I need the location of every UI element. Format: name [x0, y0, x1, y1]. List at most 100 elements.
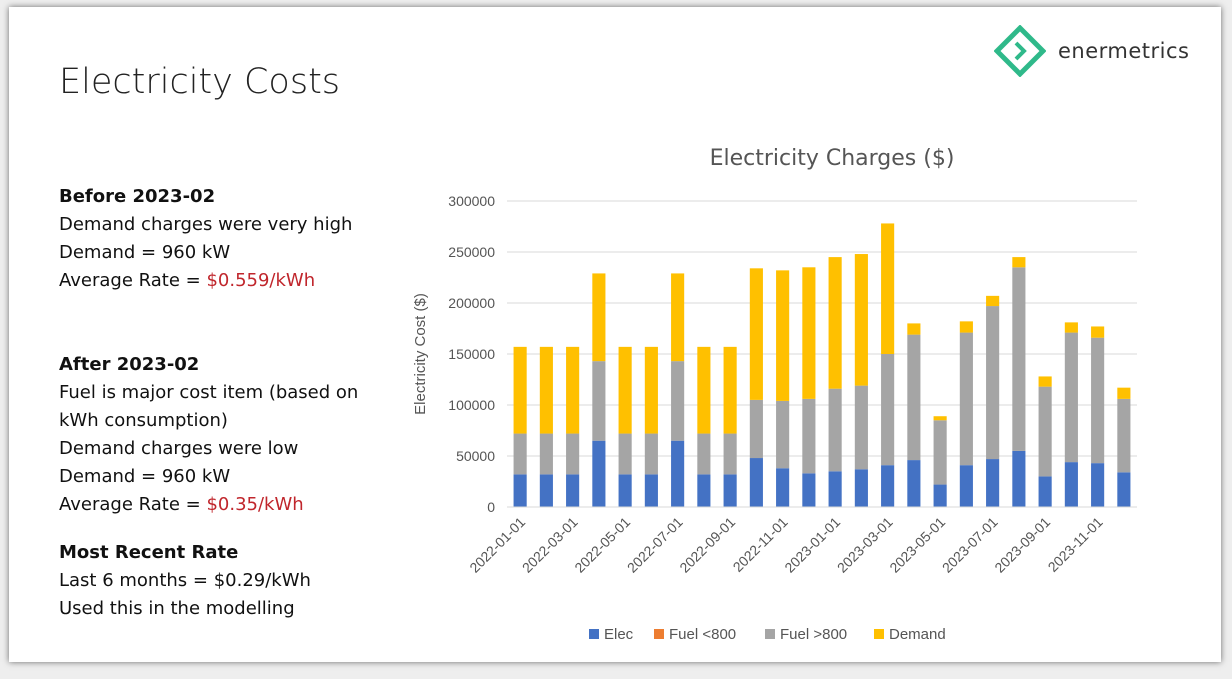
after-rate-prefix: Average Rate = — [59, 494, 207, 515]
bar-fuel-800-2022-01-01 — [513, 433, 527, 475]
bar-fuel-800-2022-04-01 — [592, 361, 606, 441]
bar-fuel-800-2023-02-01 — [854, 385, 868, 470]
bar-elec-2022-09-01 — [723, 474, 737, 507]
bar-fuel-800-2023-12-01 — [1117, 398, 1131, 473]
x-tick-label: 2023-09-01 — [991, 514, 1053, 576]
bar-fuel-800-2023-11-01 — [1091, 337, 1105, 464]
before-line-1: Demand charges were very high — [59, 214, 353, 235]
bar-elec-2022-01-01 — [513, 474, 527, 507]
bar-elec-2022-06-01 — [644, 474, 658, 507]
bar-fuel-800-2022-02-01 — [539, 433, 553, 475]
bar-demand-2022-12-01 — [802, 267, 816, 399]
bar-demand-2023-10-01 — [1064, 322, 1078, 333]
bar-fuel-800-2022-03-01 — [566, 433, 580, 475]
after-line-3: Demand = 960 kW — [59, 466, 231, 487]
x-tick-label: 2023-11-01 — [1045, 514, 1106, 575]
x-tick-label: 2023-05-01 — [886, 514, 948, 576]
bar-elec-2023-08-01 — [1012, 450, 1026, 507]
bar-elec-2023-05-01 — [933, 484, 947, 507]
y-tick-label: 50000 — [456, 448, 495, 464]
legend-label: Fuel <800 — [669, 626, 736, 643]
bar-demand-2022-09-01 — [723, 346, 737, 434]
legend-swatch-elec — [589, 629, 599, 639]
x-tick-label: 2022-03-01 — [519, 514, 581, 576]
bar-fuel-800-2023-03-01 — [881, 354, 895, 466]
bar-elec-2023-11-01 — [1091, 463, 1105, 507]
legend-swatch-fuel-800 — [765, 629, 775, 639]
bar-fuel-800-2022-09-01 — [723, 433, 737, 475]
bar-demand-2022-04-01 — [592, 273, 606, 362]
bar-demand-2022-02-01 — [539, 346, 553, 434]
x-tick-label: 2022-09-01 — [676, 514, 738, 576]
bar-fuel-800-2022-05-01 — [618, 433, 632, 475]
before-heading: Before 2023-02 — [59, 186, 216, 207]
bar-elec-2022-04-01 — [592, 440, 606, 507]
bar-elec-2022-07-01 — [671, 440, 685, 507]
bar-elec-2023-09-01 — [1038, 476, 1052, 507]
logo: enermetrics — [994, 25, 1189, 77]
before-line-2: Demand = 960 kW — [59, 242, 231, 263]
recent-line-2: Used this in the modelling — [59, 598, 295, 619]
bar-fuel-800-2022-12-01 — [802, 398, 816, 474]
legend-label: Demand — [889, 626, 946, 643]
bar-fuel-800-2023-08-01 — [1012, 267, 1026, 451]
slide: Electricity Costs enermetrics Before 202… — [9, 7, 1221, 662]
bar-demand-2023-06-01 — [959, 321, 973, 333]
bar-fuel-800-2023-10-01 — [1064, 332, 1078, 463]
bar-demand-2022-07-01 — [671, 273, 685, 362]
bar-elec-2022-10-01 — [749, 458, 763, 507]
bar-elec-2023-03-01 — [881, 465, 895, 507]
bar-elec-2023-12-01 — [1117, 472, 1131, 507]
bar-fuel-800-2022-11-01 — [776, 400, 790, 469]
bar-demand-2023-08-01 — [1012, 257, 1026, 268]
bar-demand-2023-07-01 — [986, 295, 1000, 307]
bar-fuel-800-2023-06-01 — [959, 332, 973, 466]
x-tick-label: 2023-07-01 — [939, 514, 1001, 576]
bar-elec-2022-08-01 — [697, 474, 711, 507]
after-line-1: Fuel is major cost item (based on kWh co… — [59, 382, 359, 431]
x-tick-label: 2022-07-01 — [624, 514, 686, 576]
bar-elec-2022-03-01 — [566, 474, 580, 507]
bar-elec-2023-10-01 — [1064, 462, 1078, 507]
y-axis-label: Electricity Cost ($) — [412, 293, 429, 415]
bar-elec-2023-02-01 — [854, 469, 868, 507]
bar-demand-2022-10-01 — [749, 268, 763, 400]
legend-label: Fuel >800 — [780, 626, 847, 643]
electricity-charges-chart: Electricity Charges ($) 0 50000 100000 15000… — [412, 146, 1137, 643]
bar-demand-2022-03-01 — [566, 346, 580, 434]
bar-elec-2022-02-01 — [539, 474, 553, 507]
enermetrics-logo-icon — [994, 25, 1046, 77]
bar-demand-2023-01-01 — [828, 257, 842, 389]
bar-demand-2022-11-01 — [776, 270, 790, 401]
before-rate: Average Rate = $0.559/kWh — [59, 267, 389, 295]
after-heading: After 2023-02 — [59, 354, 200, 375]
y-tick-label: 250000 — [448, 244, 495, 260]
legend-swatch-demand — [874, 629, 884, 639]
bar-demand-2022-05-01 — [618, 346, 632, 434]
bar-fuel-800-2023-04-01 — [907, 334, 921, 461]
notes-panel: Before 2023-02 Demand charges were very … — [59, 183, 389, 623]
after-rate-value: $0.35/kWh — [206, 494, 304, 515]
bar-demand-2022-08-01 — [697, 346, 711, 434]
bar-elec-2023-04-01 — [907, 460, 921, 507]
x-tick-label: 2022-05-01 — [571, 514, 633, 576]
bar-elec-2022-11-01 — [776, 468, 790, 507]
bar-fuel-800-2022-06-01 — [644, 433, 658, 475]
y-tick-label: 100000 — [448, 397, 495, 413]
bar-demand-2023-04-01 — [907, 323, 921, 335]
bar-elec-2023-01-01 — [828, 471, 842, 507]
y-tick-label: 300000 — [448, 193, 495, 209]
x-tick-label: 2023-03-01 — [834, 514, 896, 576]
bar-fuel-800-2023-07-01 — [986, 306, 1000, 460]
legend-swatch-fuel-800 — [654, 629, 664, 639]
before-rate-prefix: Average Rate = — [59, 270, 207, 291]
x-tick-label: 2022-01-01 — [466, 514, 528, 576]
y-tick-label: 150000 — [448, 346, 495, 362]
after-line-2: Demand charges were low — [59, 438, 299, 459]
y-tick-label: 200000 — [448, 295, 495, 311]
bar-demand-2023-11-01 — [1091, 326, 1105, 338]
after-rate: Average Rate = $0.35/kWh — [59, 491, 389, 519]
bar-elec-2023-07-01 — [986, 459, 1000, 507]
bar-fuel-800-2022-08-01 — [697, 433, 711, 475]
bar-fuel-800-2022-10-01 — [749, 399, 763, 459]
